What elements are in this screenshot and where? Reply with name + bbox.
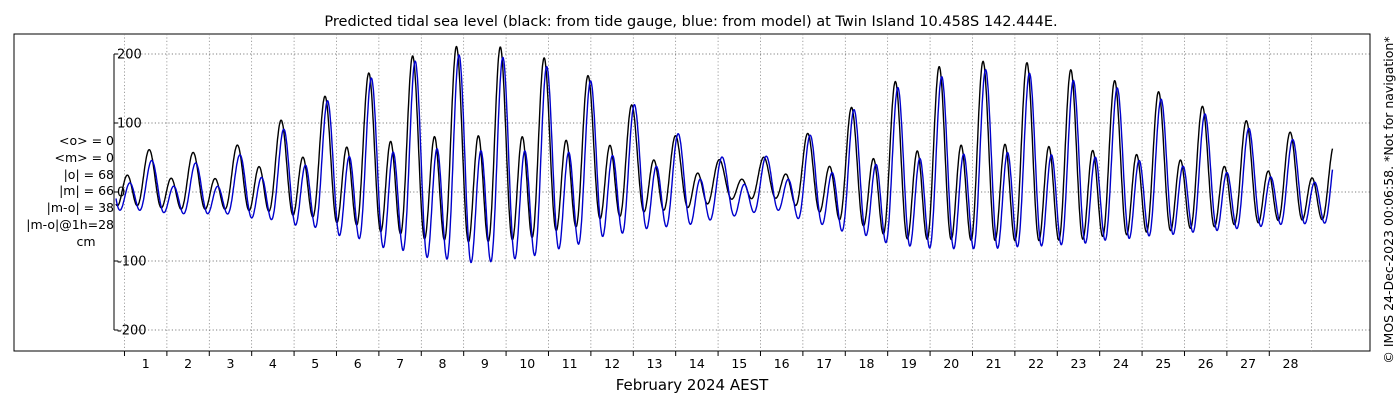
x-tick-label: 11 (562, 356, 578, 371)
abs-diff-1h-stat: |m-o|@1h=28 (26, 216, 114, 232)
x-tick-label: 17 (816, 356, 832, 371)
x-tick-label: 12 (604, 356, 620, 371)
x-tick-label: 20 (943, 356, 959, 371)
x-tick-label: 28 (1283, 356, 1299, 371)
series-layer (115, 45, 1334, 264)
x-tick-label: 3 (227, 356, 235, 371)
plot-frame (13, 33, 1371, 352)
x-tick-label: 4 (269, 356, 277, 371)
tide-gauge-series-line (115, 45, 1334, 243)
chart-title: Predicted tidal sea level (black: from t… (324, 14, 1057, 30)
x-tick-label: 24 (1113, 356, 1129, 371)
x-tick-label: 1 (142, 356, 150, 371)
x-tick-label: 21 (986, 356, 1002, 371)
x-axis-label: February 2024 AEST (616, 376, 769, 394)
y-tick-label: -100 (117, 255, 147, 270)
x-tick-label: 19 (901, 356, 917, 371)
x-tick-label: 23 (1071, 356, 1087, 371)
x-tick-label: 16 (774, 356, 790, 371)
x-tick-label: 8 (439, 356, 447, 371)
abs-diff-stat: |m-o| = 38 (46, 200, 114, 216)
abs-model-stat: |m| = 66 (59, 183, 114, 199)
x-tick-label: 9 (481, 356, 489, 371)
x-tick-label: 14 (689, 356, 705, 371)
x-tick-label: 26 (1198, 356, 1214, 371)
y-tick-label: -200 (117, 324, 147, 339)
abs-obs-stat: |o| = 68 (63, 166, 114, 182)
y-tick-label: 200 (117, 48, 142, 63)
y-tick-label: 100 (117, 117, 142, 132)
x-tick-label: 27 (1240, 356, 1256, 371)
x-tick-label: 10 (519, 356, 535, 371)
model-series-line (115, 54, 1334, 264)
stats-panel: <o> = 0 <m> = 0 |o| = 68 |m| = 66 |m-o| … (18, 133, 114, 251)
x-tick-label: 25 (1155, 356, 1171, 371)
credit-text: © IMOS 24-Dec-2023 00:06:58. *Not for na… (1381, 36, 1396, 363)
x-tick-label: 15 (731, 356, 747, 371)
grid-lines (114, 34, 1370, 351)
x-tick-label: 22 (1028, 356, 1044, 371)
mean-model-stat: <m> = 0 (54, 149, 115, 165)
mean-obs-stat: <o> = 0 (59, 133, 114, 148)
x-tick-label: 18 (859, 356, 875, 371)
x-tick-label: 5 (311, 356, 319, 371)
x-tick-label: 13 (647, 356, 663, 371)
x-axis: 1 2 3 4 5 6 7 8 9 10 11 12 13 14 15 16 17 18 19 20 21 22 23 24 2… (123, 351, 1299, 371)
x-tick-label: 7 (396, 356, 404, 371)
unit-label: cm (76, 233, 96, 249)
x-tick-label: 2 (184, 356, 192, 371)
x-tick-label: 6 (354, 356, 362, 371)
